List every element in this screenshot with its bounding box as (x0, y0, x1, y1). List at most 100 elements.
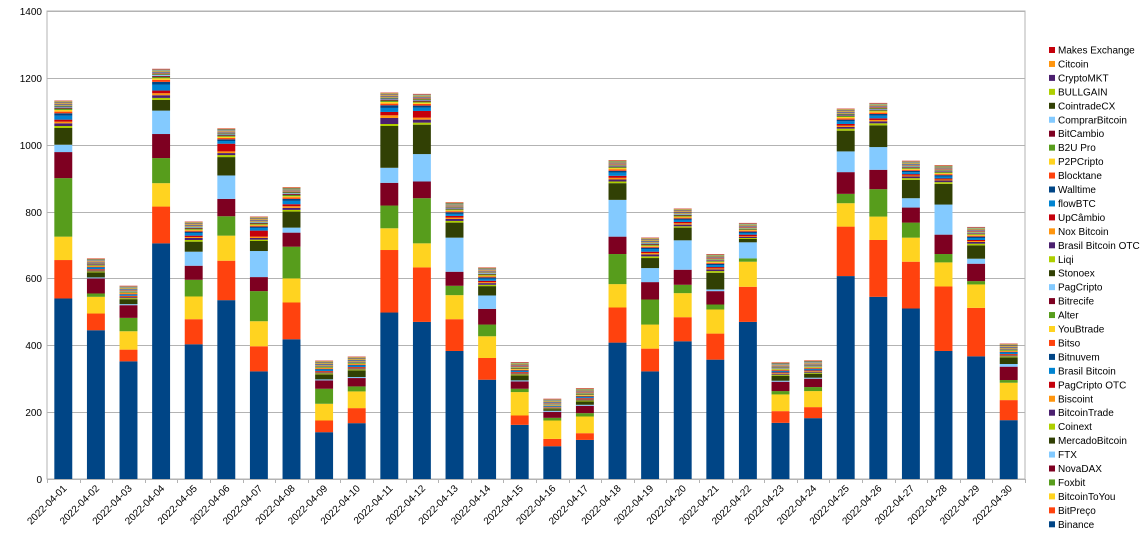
bar-bitcointrade-2022-04-27 (902, 176, 920, 178)
legend-item-pagcripto: PagCripto (1049, 283, 1103, 294)
legend-item-nox-bitcoin: Nox Bitcoin (1049, 227, 1109, 238)
bar-binance-2022-04-19 (641, 371, 659, 479)
bar-brasil-bitcoin-2022-04-01 (54, 116, 72, 120)
bar-novadax-2022-04-27 (902, 208, 920, 223)
bar-foxbit-2022-04-09 (315, 389, 333, 404)
legend-item-foxbit: Foxbit (1049, 478, 1085, 489)
legend-swatch (1049, 507, 1055, 513)
bar-bitrecife-2022-04-06 (217, 135, 235, 136)
bar-foxbit-2022-04-07 (250, 291, 268, 321)
bar-binance-2022-04-04 (152, 243, 170, 479)
bar-ftx-2022-04-20 (674, 240, 692, 269)
bar-alter-2022-04-11 (380, 101, 398, 102)
bar-brasil-bitcoin-2022-04-17 (576, 397, 594, 398)
bar-bitso-2022-04-27 (902, 170, 920, 171)
bar-binance-2022-04-11 (380, 313, 398, 479)
bar-bitcointoyou-2022-04-07 (250, 321, 268, 346)
bar-pagcripto-otc-2022-04-20 (674, 222, 692, 223)
bar-pagcripto-2022-04-07 (250, 222, 268, 223)
bar-bitso-2022-04-08 (283, 198, 301, 199)
bar-bitso-2022-04-15 (511, 370, 529, 371)
bar-novadax-2022-04-18 (609, 237, 627, 254)
bar-foxbit-2022-04-03 (120, 318, 138, 331)
bar-brasil-bitcoin-2022-04-16 (543, 406, 561, 407)
bar-biscoint-2022-04-29 (967, 241, 985, 242)
bar-coinext-2022-04-20 (674, 226, 692, 227)
bar-binance-2022-04-30 (1000, 420, 1018, 479)
bar-bitso-2022-04-20 (674, 218, 692, 219)
bar-coinext-2022-04-12 (413, 123, 431, 125)
bar-mercadobitcoin-2022-04-12 (413, 125, 431, 154)
bar-pagcripto-otc-2022-04-15 (511, 372, 529, 373)
bar-foxbit-2022-04-16 (543, 418, 561, 421)
bar-foxbit-2022-04-11 (380, 206, 398, 229)
bar-brasil-bitcoin-2022-04-03 (120, 295, 138, 296)
legend-item-bullgain: BULLGAIN (1049, 87, 1107, 98)
legend-item-coinext: Coinext (1049, 422, 1092, 433)
bar-alter-2022-04-13 (446, 209, 464, 210)
bar-coinext-2022-04-03 (120, 298, 138, 299)
legend-label: Stonoex (1058, 269, 1095, 280)
bar-bitso-2022-04-13 (446, 211, 464, 212)
legend-swatch (1049, 396, 1055, 402)
legend-label: CointradeCX (1058, 101, 1116, 112)
bar-youbtrade-2022-04-25 (837, 117, 855, 118)
bar-coinext-2022-04-10 (348, 369, 366, 370)
bar-alter-2022-04-19 (641, 245, 659, 246)
legend-swatch (1049, 214, 1055, 220)
bar-mercadobitcoin-2022-04-24 (804, 374, 822, 378)
bar-bitso-2022-04-17 (576, 396, 594, 397)
bar-brasil-bitcoin-2022-04-04 (152, 85, 170, 91)
bar-pagcripto-2022-04-19 (641, 243, 659, 244)
bar-pagcripto-otc-2022-04-12 (413, 111, 431, 118)
bar-bitso-2022-04-07 (250, 226, 268, 227)
bar-pagcripto-otc-2022-04-28 (935, 178, 953, 179)
legend-item-comprarbitcoin: ComprarBitcoin (1049, 115, 1127, 126)
bar-ftx-2022-04-16 (543, 411, 561, 412)
bar-novadax-2022-04-17 (576, 406, 594, 413)
bar-ftx-2022-04-04 (152, 111, 170, 134)
bar-novadax-2022-04-30 (1000, 367, 1018, 380)
bar-bitso-2022-04-22 (739, 231, 757, 232)
bar-alter-2022-04-09 (315, 367, 333, 368)
legend-swatch (1049, 452, 1055, 458)
bar-bitnuvem-2022-04-07 (250, 227, 268, 228)
bar-bitcointrade-2022-04-25 (837, 127, 855, 129)
bar-binance-2022-04-22 (739, 322, 757, 479)
bar-mercadobitcoin-2022-04-23 (772, 376, 790, 381)
bar-alter-2022-04-27 (902, 168, 920, 169)
legend-swatch (1049, 61, 1055, 67)
bar-foxbit-2022-04-01 (54, 178, 72, 237)
legend-label: NovaDAX (1058, 464, 1102, 475)
bar-biscoint-2022-04-06 (217, 151, 235, 153)
bar-youbtrade-2022-04-15 (511, 369, 529, 370)
bar-alter-2022-04-01 (54, 109, 72, 110)
bar-biscoint-2022-04-25 (837, 126, 855, 127)
bar-bitcointoyou-2022-04-11 (380, 228, 398, 250)
bar-youbtrade-2022-04-27 (902, 169, 920, 170)
legend-swatch (1049, 89, 1055, 95)
bar-bitcointrade-2022-04-08 (283, 208, 301, 210)
bar-bitnuvem-2022-04-20 (674, 219, 692, 220)
bar-ftx-2022-04-17 (576, 405, 594, 406)
bar-bitnuvem-2022-04-18 (609, 171, 627, 173)
bar-bitrecife-2022-04-21 (706, 260, 724, 261)
y-tick-label: 1000 (20, 141, 43, 152)
bar-pagcripto-2022-04-28 (935, 171, 953, 172)
bar-foxbit-2022-04-19 (641, 299, 659, 324)
bar-bitpre-o-2022-04-24 (804, 407, 822, 418)
bar-bitcointoyou-2022-04-06 (217, 236, 235, 261)
bar-bitcointrade-2022-04-13 (446, 219, 464, 221)
bar-bitcointrade-2022-04-05 (185, 238, 203, 240)
bar-pagcripto-otc-2022-04-17 (576, 398, 594, 399)
bar-bitcointrade-2022-04-20 (674, 225, 692, 227)
bar-coinext-2022-04-25 (837, 129, 855, 131)
bar-youbtrade-2022-04-20 (674, 217, 692, 218)
legend-label: Bitrecife (1058, 297, 1095, 308)
bar-mercadobitcoin-2022-04-08 (283, 212, 301, 228)
bar-alter-2022-04-23 (772, 369, 790, 370)
bar-coinext-2022-04-05 (185, 240, 203, 242)
bar-novadax-2022-04-20 (674, 270, 692, 285)
bar-bitso-2022-04-29 (967, 236, 985, 237)
legend-label: P2PCripto (1058, 157, 1104, 168)
